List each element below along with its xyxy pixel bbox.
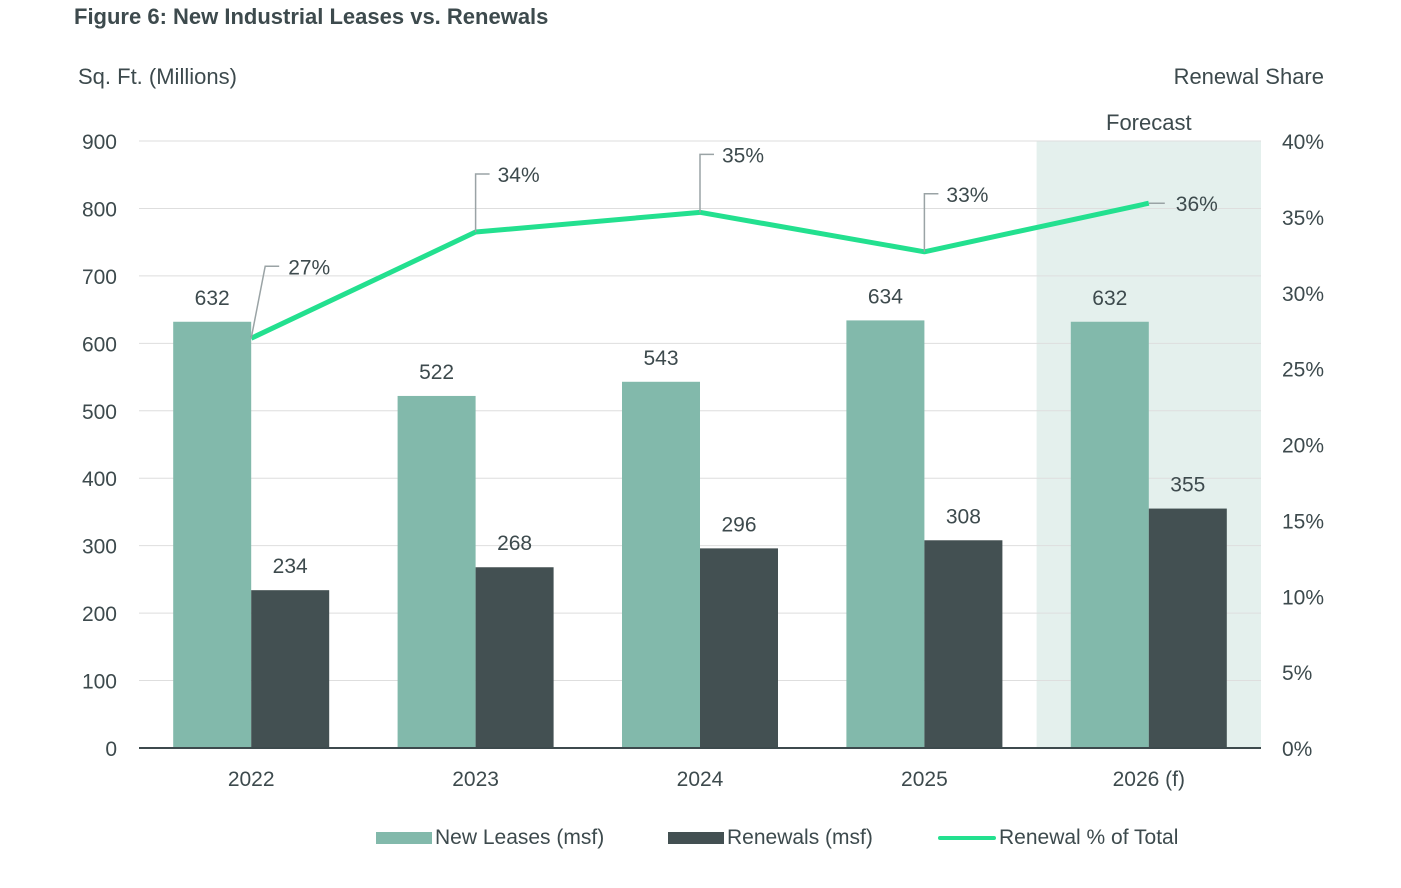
y-tick-label: 0 xyxy=(105,738,117,761)
y2-tick-label: 40% xyxy=(1282,131,1324,154)
bar-label-new-leases: 632 xyxy=(195,287,230,310)
legend-label-new-leases: New Leases (msf) xyxy=(435,826,605,849)
y2-tick-label: 15% xyxy=(1282,510,1324,533)
y-tick-label: 400 xyxy=(82,468,117,491)
legend: New Leases (msf) Renewals (msf) Renewal … xyxy=(0,826,1401,856)
bar-new-leases xyxy=(173,321,252,748)
legend-swatch-renewal-pct xyxy=(938,836,996,840)
bar-new-leases xyxy=(397,395,476,748)
bar-renewals xyxy=(700,548,778,748)
right-axis-title: Renewal Share xyxy=(1173,64,1324,89)
y2-tick-label: 5% xyxy=(1282,662,1312,685)
y2-tick-label: 25% xyxy=(1282,359,1324,382)
y2-tick-label: 35% xyxy=(1282,207,1324,230)
bar-label-new-leases: 543 xyxy=(643,347,678,370)
y-tick-label: 100 xyxy=(82,671,117,694)
y2-tick-label: 20% xyxy=(1282,435,1324,458)
bar-label-renewals: 308 xyxy=(946,505,981,528)
y-tick-label: 900 xyxy=(82,131,117,154)
legend-swatch-new-leases xyxy=(376,832,432,844)
y2-tick-label: 10% xyxy=(1282,586,1324,609)
leader-line xyxy=(699,153,714,213)
y2-tick-label: 30% xyxy=(1282,283,1324,306)
renewal-pct-line xyxy=(250,200,1150,341)
legend-label-renewals: Renewals (msf) xyxy=(727,826,873,849)
bar-new-leases xyxy=(846,320,925,748)
line-label-renewal-pct: 34% xyxy=(498,164,540,187)
line-label-renewal-pct: 35% xyxy=(722,144,764,167)
line-label-renewal-pct: 33% xyxy=(946,184,988,207)
leader-line xyxy=(250,265,280,339)
bar-label-renewals: 296 xyxy=(721,513,756,536)
legend-label-renewal-pct: Renewal % of Total xyxy=(999,826,1179,849)
forecast-label: Forecast xyxy=(1106,110,1192,135)
y-tick-label: 200 xyxy=(82,603,117,626)
line-label-renewal-pct: 36% xyxy=(1176,193,1218,216)
bar-label-renewals: 355 xyxy=(1170,474,1205,497)
bar-renewals xyxy=(251,590,330,748)
leader-line xyxy=(923,193,939,252)
left-axis-title: Sq. Ft. (Millions) xyxy=(78,64,237,89)
y2-tick-label: 0% xyxy=(1282,738,1312,761)
line-label-renewal-pct: 27% xyxy=(288,256,330,279)
legend-item-renewal-pct: Renewal % of Total xyxy=(938,826,1178,850)
x-tick-label: 2024 xyxy=(677,768,724,791)
x-tick-label: 2022 xyxy=(228,768,275,791)
bar-renewals xyxy=(1148,508,1227,748)
chart-title: Figure 6: New Industrial Leases vs. Rene… xyxy=(74,4,549,29)
legend-item-new-leases: New Leases (msf) xyxy=(376,826,604,850)
bar-label-renewals: 234 xyxy=(273,555,308,578)
y-tick-label: 300 xyxy=(82,536,117,559)
x-tick-label: 2025 xyxy=(901,768,948,791)
bar-label-new-leases: 632 xyxy=(1092,287,1127,310)
legend-swatch-renewals xyxy=(668,832,724,844)
bar-renewals xyxy=(475,567,554,748)
bar-new-leases xyxy=(1070,321,1149,748)
bar-label-new-leases: 634 xyxy=(868,285,903,308)
leader-line xyxy=(474,173,490,233)
bar-renewals xyxy=(924,540,1003,748)
bar-label-renewals: 268 xyxy=(497,532,532,555)
y-tick-label: 600 xyxy=(82,333,117,356)
y-tick-label: 500 xyxy=(82,401,117,424)
y-tick-label: 800 xyxy=(82,198,117,221)
x-tick-label: 2026 (f) xyxy=(1113,768,1185,791)
x-tick-label: 2023 xyxy=(452,768,499,791)
legend-item-renewals: Renewals (msf) xyxy=(668,826,873,850)
bar-label-new-leases: 522 xyxy=(419,361,454,384)
y-tick-label: 700 xyxy=(82,266,117,289)
bar-new-leases xyxy=(622,381,700,748)
